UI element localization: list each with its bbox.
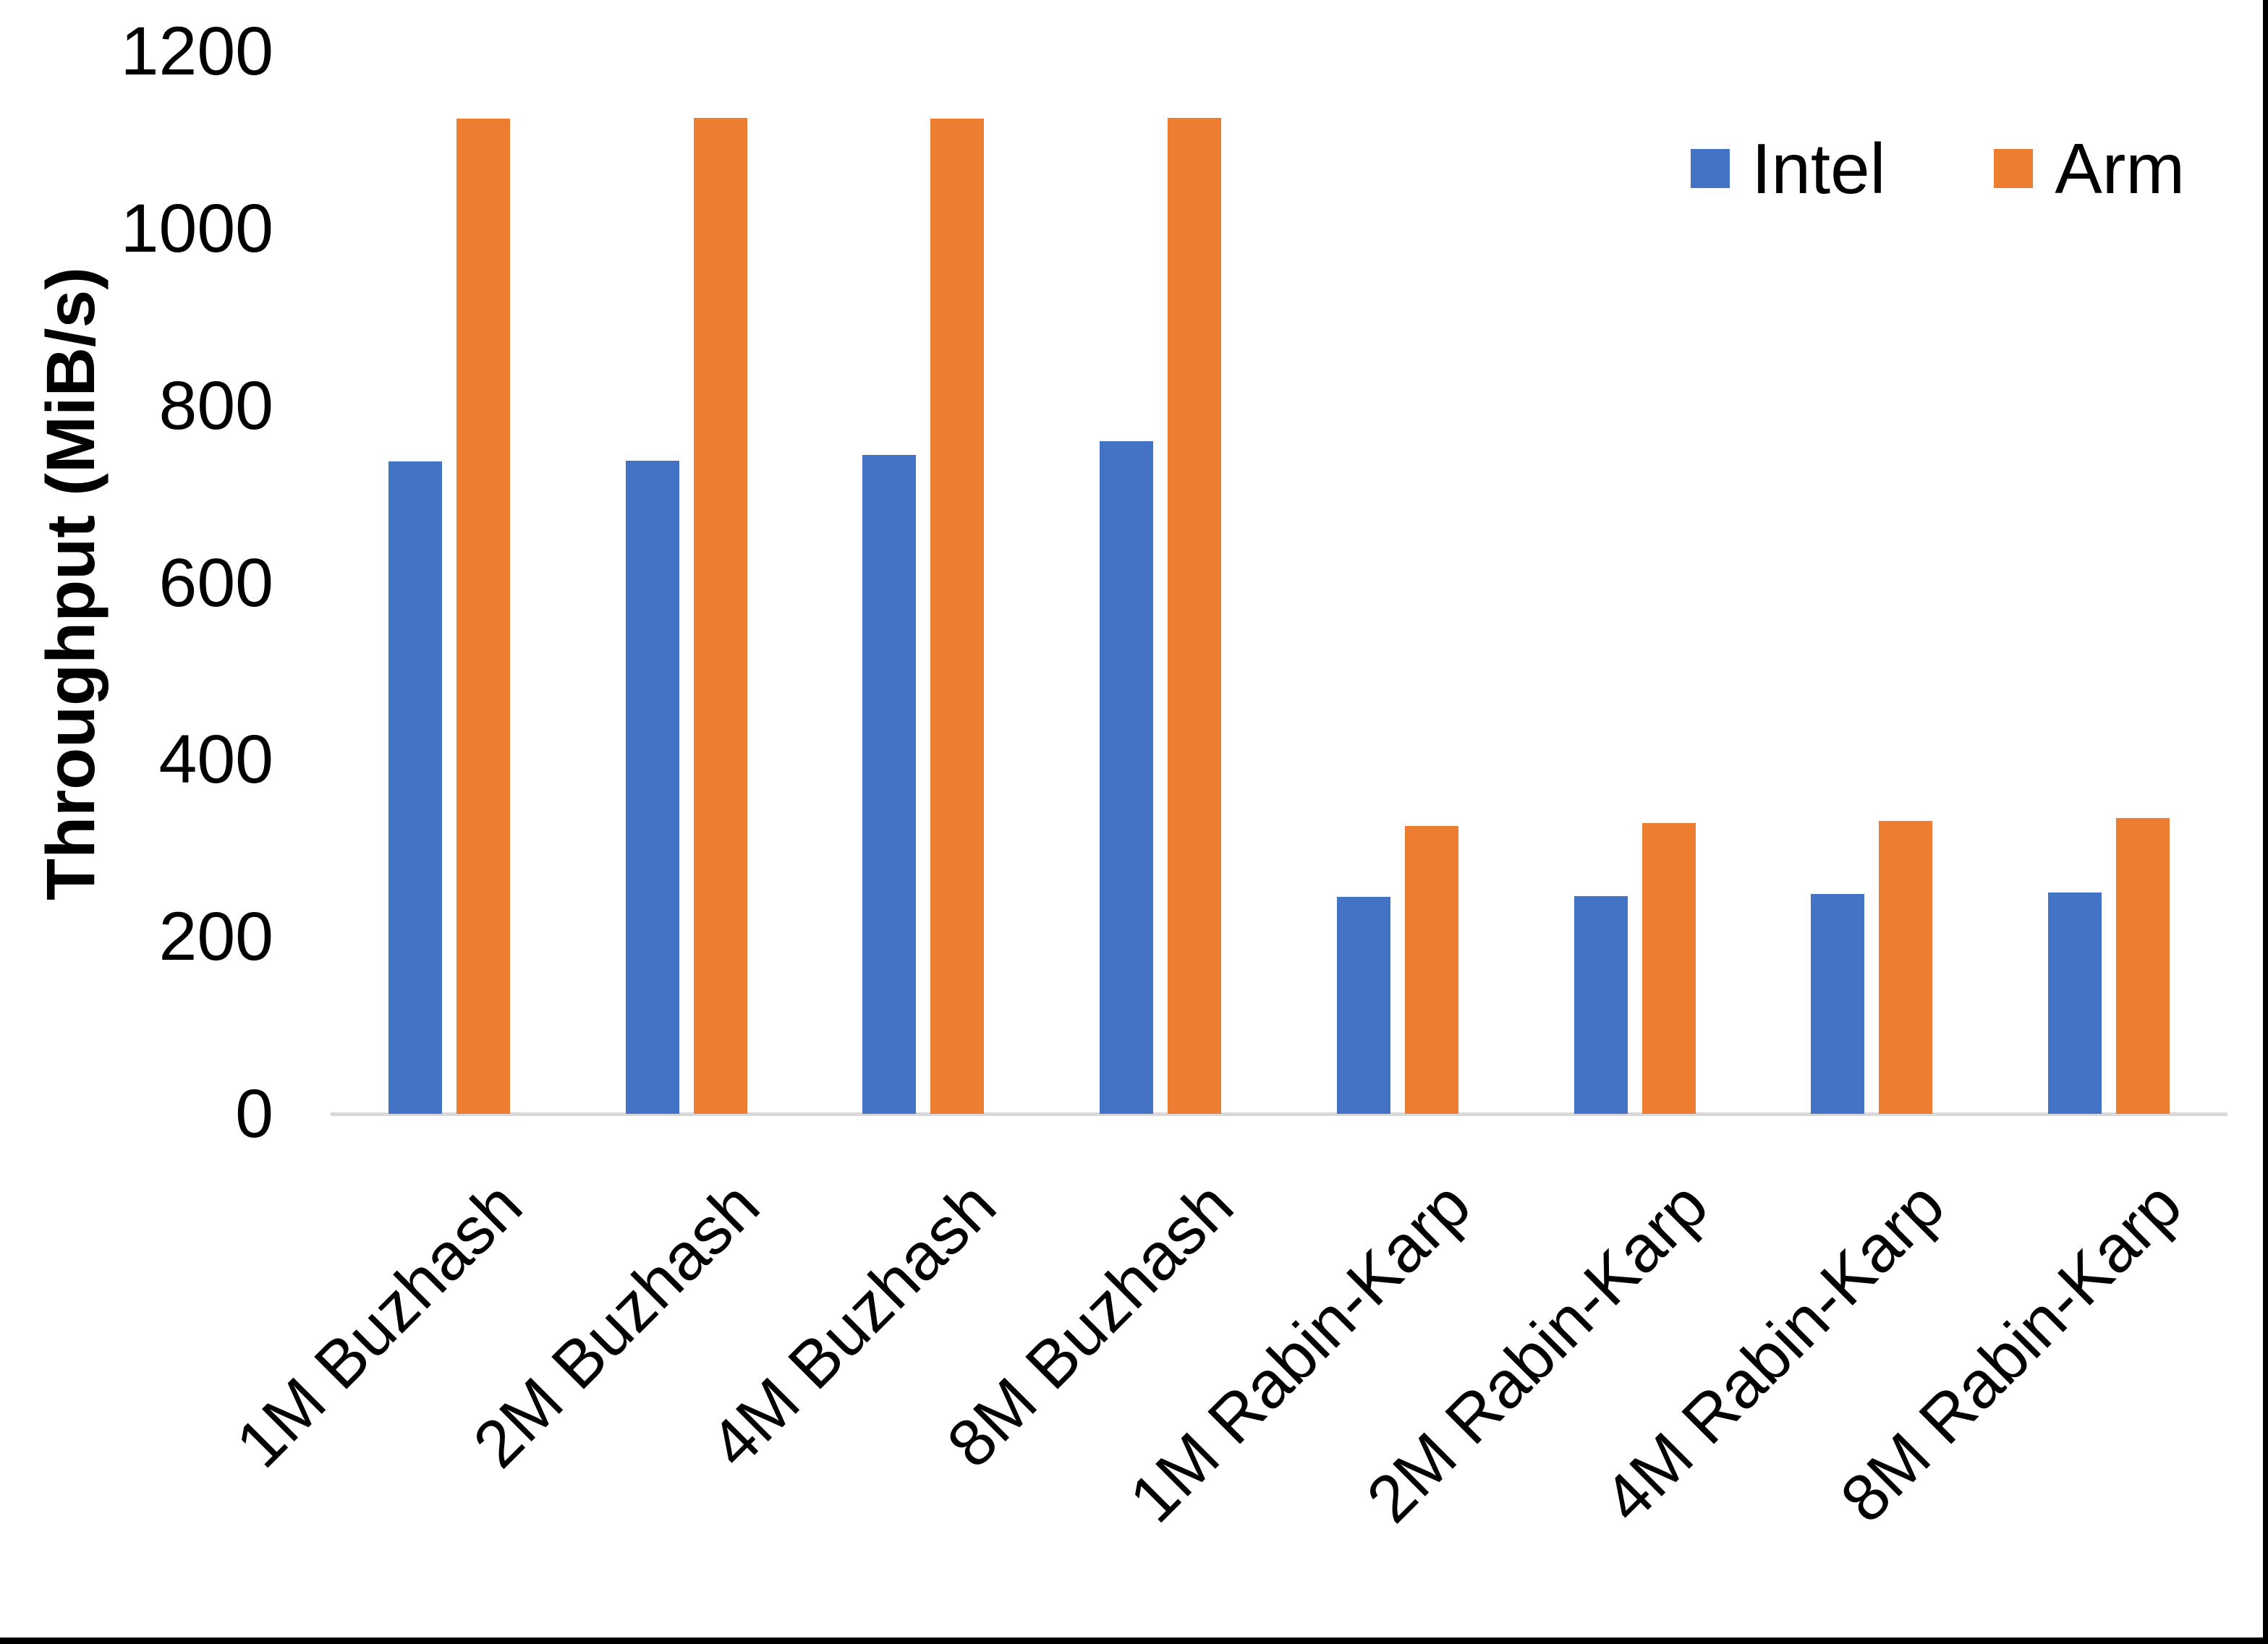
- bar-arm-5: [1405, 826, 1458, 1114]
- y-tick-label: 0: [235, 1076, 273, 1152]
- x-category-label: 1M Buzhash: [222, 1167, 536, 1482]
- bar-intel-2: [626, 461, 679, 1114]
- bar-intel-3: [862, 455, 916, 1114]
- bar-intel-8: [2048, 893, 2102, 1114]
- bar-intel-4: [1100, 441, 1153, 1114]
- bar-arm-1: [456, 119, 510, 1114]
- legend: Intel Arm: [1691, 129, 2185, 208]
- legend-swatch-icon: [1691, 149, 1730, 188]
- legend-item-intel: Intel: [1691, 129, 1885, 208]
- y-tick-label: 200: [158, 898, 273, 976]
- screenshot-border-right: [2263, 0, 2268, 1644]
- x-axis-line: [331, 1112, 2227, 1116]
- bar-arm-3: [930, 119, 984, 1114]
- y-tick-label: 1000: [120, 189, 273, 267]
- y-tick-label: 600: [158, 544, 273, 621]
- y-tick-label: 1200: [120, 13, 273, 90]
- bar-arm-8: [2116, 818, 2170, 1114]
- y-tick-label: 800: [158, 367, 273, 444]
- bar-intel-1: [388, 461, 442, 1114]
- bar-intel-5: [1337, 897, 1390, 1114]
- legend-label: Intel: [1751, 129, 1886, 208]
- bar-arm-4: [1168, 118, 1221, 1114]
- screenshot-border-bottom: [0, 1637, 2268, 1644]
- bar-intel-6: [1574, 896, 1628, 1114]
- bar-arm-7: [1879, 821, 1932, 1114]
- y-tick-label: 400: [158, 721, 273, 798]
- bar-arm-2: [694, 118, 747, 1114]
- bar-arm-6: [1642, 823, 1696, 1114]
- bar-intel-7: [1811, 894, 1864, 1114]
- legend-item-arm: Arm: [1994, 129, 2185, 208]
- legend-swatch-icon: [1994, 149, 2034, 188]
- legend-label: Arm: [2055, 129, 2185, 208]
